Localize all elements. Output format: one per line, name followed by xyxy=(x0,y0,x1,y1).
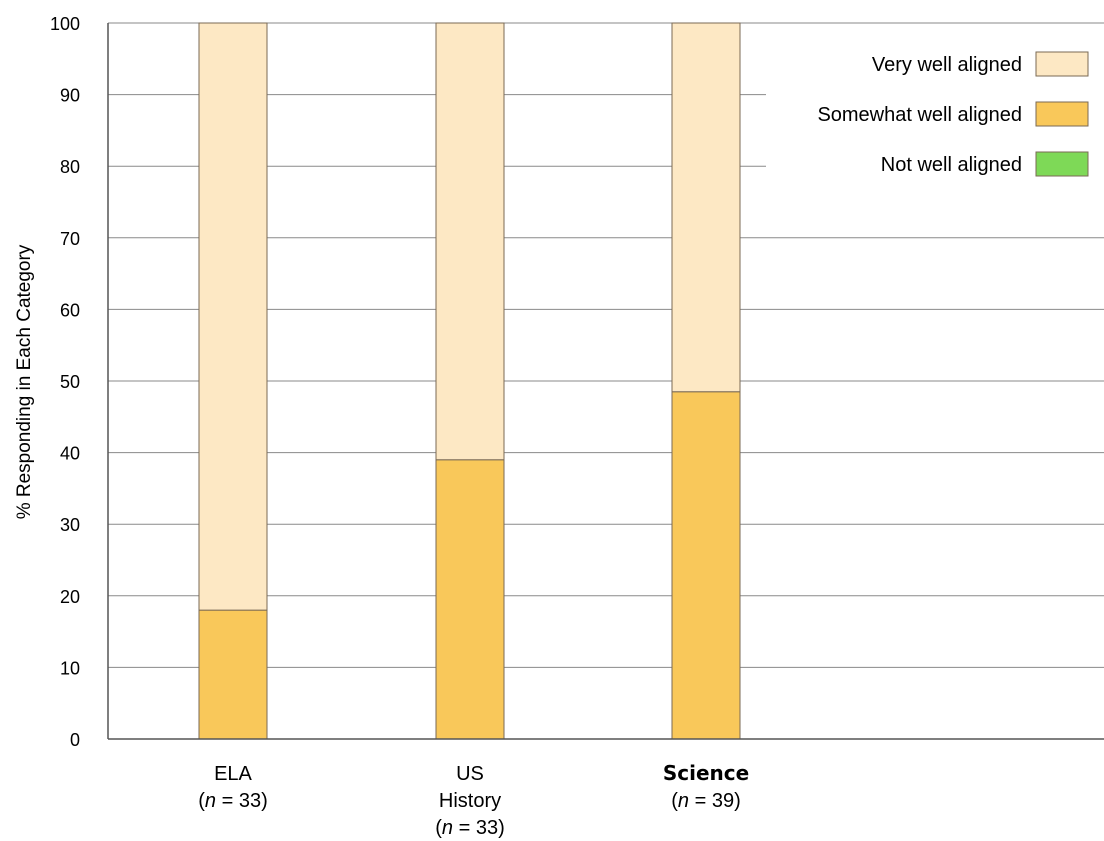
y-tick-labels: 0 10 20 30 40 50 60 70 80 90 100 xyxy=(50,14,80,750)
y-tick-label: 20 xyxy=(60,587,80,607)
x-category-n-label: (n = 39) xyxy=(671,790,741,812)
legend-label: Somewhat well aligned xyxy=(817,104,1022,126)
x-category-n-label: (n = 33) xyxy=(435,817,505,839)
legend-label: Not well aligned xyxy=(881,154,1022,176)
y-tick-label: 50 xyxy=(60,372,80,392)
bar-segment-somewhat-well-aligned xyxy=(671,391,741,740)
x-category-label: US xyxy=(456,763,484,785)
y-axis-label: % Responding in Each Category xyxy=(14,244,35,519)
y-tick-label: 40 xyxy=(60,444,80,464)
gridlines xyxy=(108,22,1104,668)
legend-swatch xyxy=(1035,51,1089,77)
y-tick-label: 90 xyxy=(60,86,80,106)
y-tick-label: 60 xyxy=(60,300,80,320)
legend: Very well aligned Somewhat well aligned No… xyxy=(766,40,1104,190)
bar-segment-very-well-aligned xyxy=(671,22,741,393)
bar-segment-somewhat-well-aligned xyxy=(198,609,268,740)
legend-label: Very well aligned xyxy=(872,54,1022,76)
x-category-label: History xyxy=(439,790,501,812)
y-tick-label: 30 xyxy=(60,515,80,535)
axes xyxy=(107,23,1104,740)
y-tick-label: 100 xyxy=(50,14,80,34)
y-tick-label: 10 xyxy=(60,658,80,678)
y-tick-label: 80 xyxy=(60,157,80,177)
y-tick-label: 0 xyxy=(70,730,80,750)
x-category-labels: ELA (n = 33) US History (n = 33) Science (n = … xyxy=(198,761,749,839)
legend-swatch xyxy=(1035,101,1089,127)
x-category-n-label: (n = 33) xyxy=(198,790,268,812)
bar-segment-somewhat-well-aligned xyxy=(435,459,505,740)
x-category-label: Science xyxy=(663,761,749,785)
x-category-label: ELA xyxy=(214,763,252,785)
bar-segment-very-well-aligned xyxy=(435,22,505,461)
y-tick-label: 70 xyxy=(60,229,80,249)
bar-segment-very-well-aligned xyxy=(198,22,268,611)
legend-swatch xyxy=(1035,151,1089,177)
